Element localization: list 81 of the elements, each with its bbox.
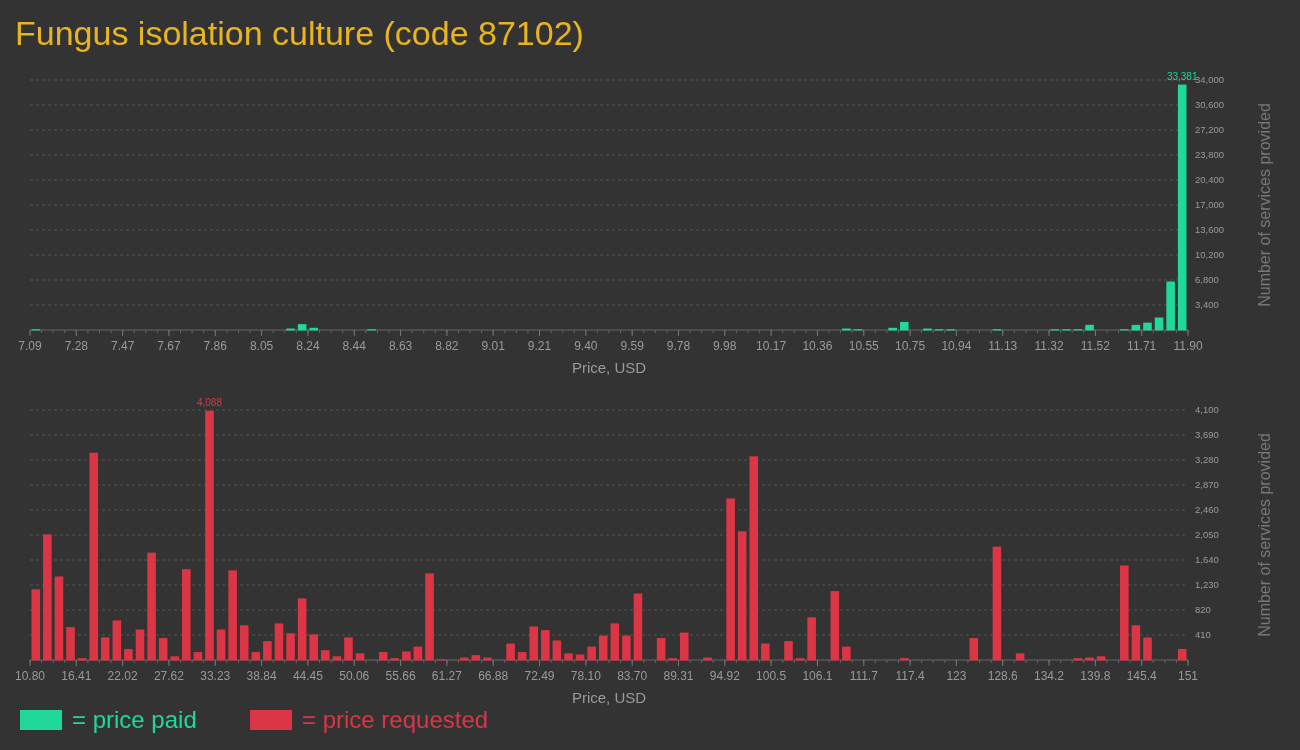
x-tick-label: 9.78 xyxy=(666,339,691,353)
x-tick-label: 10.17 xyxy=(756,339,787,353)
x-tick-label: 94.92 xyxy=(709,669,741,683)
y-tick-label: 13,600 xyxy=(1195,224,1225,235)
x-tick-label: 66.88 xyxy=(478,669,509,683)
y-tick-label: 6,800 xyxy=(1195,274,1219,285)
y-tick-label: 1,640 xyxy=(1195,554,1219,565)
y-tick-label: 27,200 xyxy=(1195,124,1225,135)
x-tick-label: 111.7 xyxy=(849,669,879,683)
x-tick-label: 10.55 xyxy=(848,339,880,353)
y-tick-label: 34,000 xyxy=(1195,74,1225,85)
x-tick-label: 9.01 xyxy=(481,339,506,353)
y-tick-label: 2,460 xyxy=(1195,504,1219,515)
y-tick-label: 410 xyxy=(1195,629,1211,640)
x-tick-label: 78.10 xyxy=(570,669,602,683)
y-tick-label: 3,280 xyxy=(1195,454,1219,465)
x-tick-label: 145.4 xyxy=(1126,669,1158,683)
x-tick-label: 117.4 xyxy=(895,669,925,683)
x-axis-title: Price, USD xyxy=(571,689,647,706)
x-tick-label: 9.98 xyxy=(713,339,737,353)
x-tick-label: 100.5 xyxy=(756,669,787,683)
x-tick-label: 11.13 xyxy=(988,339,1018,353)
data-label: 4,088 xyxy=(196,396,223,408)
x-tick-label: 22.02 xyxy=(107,669,138,683)
x-tick-label: 10.94 xyxy=(941,339,972,353)
x-tick-label: 7.67 xyxy=(157,339,181,353)
y-tick-label: 1,230 xyxy=(1195,579,1219,590)
y-axis-title: Number of services provided xyxy=(1256,433,1273,637)
x-tick-label: 9.59 xyxy=(620,339,645,353)
x-tick-label: 11.90 xyxy=(1173,339,1203,353)
x-tick-label: 8.44 xyxy=(342,339,367,353)
chart-title: Fungus isolation culture (code 87102) xyxy=(15,14,584,52)
x-tick-label: 27.62 xyxy=(153,669,185,683)
x-tick-label: 44.45 xyxy=(292,669,324,683)
x-axis-title: Price, USD xyxy=(571,359,647,376)
x-tick-label: 8.05 xyxy=(249,339,274,353)
x-tick-label: 16.41 xyxy=(61,669,92,683)
x-tick-label: 151 xyxy=(1177,669,1199,683)
x-tick-label: 50.06 xyxy=(339,669,370,683)
x-tick-label: 89.31 xyxy=(663,669,694,683)
x-tick-label: 7.28 xyxy=(64,339,89,353)
x-tick-label: 9.21 xyxy=(527,339,552,353)
y-tick-label: 2,870 xyxy=(1195,479,1219,490)
y-tick-label: 10,200 xyxy=(1195,249,1225,260)
y-axis-title: Number of services provided xyxy=(1256,103,1273,307)
x-tick-label: 123 xyxy=(946,669,967,683)
data-label: 33,381 xyxy=(1166,70,1198,82)
y-tick-label: 30,600 xyxy=(1195,99,1225,110)
y-tick-label: 23,800 xyxy=(1195,149,1225,160)
x-tick-label: 106.1 xyxy=(802,669,833,683)
y-tick-label: 20,400 xyxy=(1195,174,1225,185)
x-tick-label: 7.09 xyxy=(18,339,42,353)
x-tick-label: 10.36 xyxy=(802,339,833,353)
x-tick-label: 7.86 xyxy=(203,339,228,353)
y-tick-label: 17,000 xyxy=(1195,199,1225,210)
x-tick-label: 11.52 xyxy=(1080,339,1111,353)
x-tick-label: 83.70 xyxy=(617,669,648,683)
legend-label: = price paid xyxy=(72,706,197,733)
x-tick-label: 139.8 xyxy=(1080,669,1111,683)
x-tick-label: 7.47 xyxy=(110,339,135,353)
x-tick-label: 8.24 xyxy=(296,339,320,353)
x-tick-label: 10.75 xyxy=(895,339,926,353)
y-tick-label: 3,400 xyxy=(1195,299,1219,310)
y-tick-label: 820 xyxy=(1195,604,1211,615)
y-tick-label: 3,690 xyxy=(1195,429,1219,440)
x-tick-label: 55.66 xyxy=(385,669,416,683)
x-tick-label: 72.49 xyxy=(524,669,555,683)
x-tick-label: 134.2 xyxy=(1034,669,1065,683)
x-tick-label: 11.71 xyxy=(1127,339,1157,353)
x-tick-label: 11.32 xyxy=(1034,339,1064,353)
x-tick-label: 8.82 xyxy=(435,339,459,353)
x-tick-label: 9.40 xyxy=(574,339,598,353)
y-tick-label: 4,100 xyxy=(1195,404,1219,415)
x-tick-label: 128.6 xyxy=(987,669,1019,683)
x-tick-label: 8.63 xyxy=(388,339,413,353)
x-tick-label: 10.80 xyxy=(14,669,46,683)
x-tick-label: 38.84 xyxy=(246,669,277,683)
y-tick-label: 2,050 xyxy=(1195,529,1219,540)
x-tick-label: 33.23 xyxy=(200,669,231,683)
legend-label: = price requested xyxy=(302,706,489,733)
x-tick-label: 61.27 xyxy=(431,669,463,683)
